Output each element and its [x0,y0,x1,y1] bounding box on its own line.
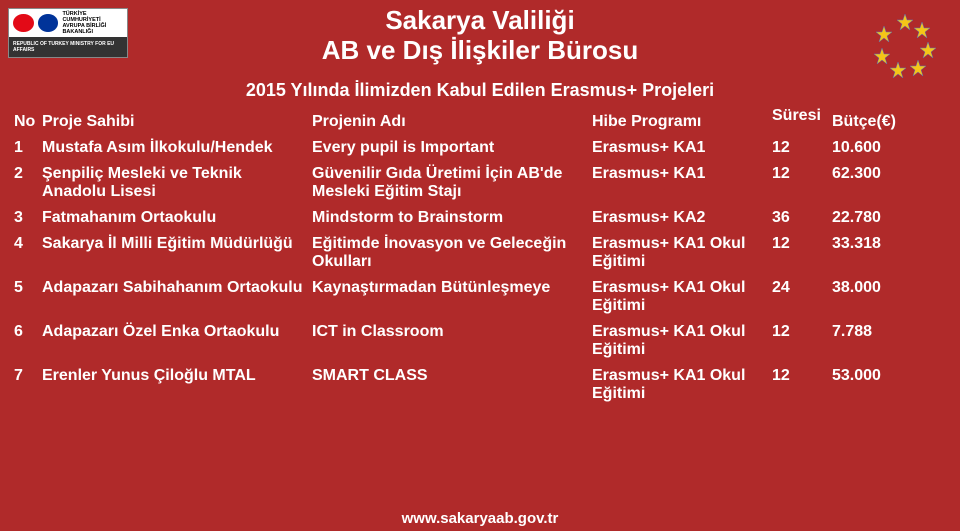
cell-program: Erasmus+ KA1 Okul Eğitimi [592,367,772,403]
stars-logo-right [870,8,940,78]
cell-owner: Adapazarı Sabihahanım Ortaokulu [42,279,312,297]
table-header-row: No Proje Sahibi Projenin Adı Hibe Progra… [14,109,946,135]
table-row: 7Erenler Yunus Çiloğlu MTALSMART CLASSEr… [14,363,946,407]
header-name: Projenin Adı [312,113,592,131]
cell-name: Kaynaştırmadan Bütünleşmeye [312,279,592,297]
cell-owner: Mustafa Asım İlkokulu/Hendek [42,139,312,157]
cell-budget: 33.318 [832,235,922,253]
cell-no: 6 [14,323,42,341]
cell-duration: 24 [772,279,832,297]
ministry-logo-subtitle: REPUBLIC OF TURKEY MINISTRY FOR EU AFFAI… [13,41,123,53]
cell-name: Eğitimde İnovasyon ve Geleceğin Okulları [312,235,592,271]
cell-owner: Erenler Yunus Çiloğlu MTAL [42,367,312,385]
cell-duration: 12 [772,235,832,253]
cell-owner: Adapazarı Özel Enka Ortaokulu [42,323,312,341]
cell-duration: 12 [772,139,832,157]
cell-program: Erasmus+ KA1 Okul Eğitimi [592,235,772,271]
cell-budget: 38.000 [832,279,922,297]
header-no: No [14,113,42,131]
title-line-2: AB ve Dış İlişkiler Bürosu [0,36,960,66]
ministry-logo-left: TÜRKİYE CUMHURİYETİ AVRUPA BİRLİĞİ BAKAN… [8,8,128,58]
cell-duration: 12 [772,165,832,183]
cell-no: 1 [14,139,42,157]
cell-budget: 62.300 [832,165,922,183]
cell-no: 7 [14,367,42,385]
ministry-logo-subtitle-bar: REPUBLIC OF TURKEY MINISTRY FOR EU AFFAI… [9,37,127,57]
cell-program: Erasmus+ KA1 [592,165,772,183]
cell-owner: Şenpiliç Mesleki ve Teknik Anadolu Lises… [42,165,312,201]
cell-program: Erasmus+ KA1 Okul Eğitimi [592,279,772,315]
table-row: 5Adapazarı Sabihahanım OrtaokuluKaynaştı… [14,275,946,319]
cell-program: Erasmus+ KA1 Okul Eğitimi [592,323,772,359]
cell-budget: 10.600 [832,139,922,157]
table-row: 6Adapazarı Özel Enka OrtaokuluICT in Cla… [14,319,946,363]
cell-owner: Sakarya İl Milli Eğitim Müdürlüğü [42,235,312,253]
cell-duration: 12 [772,323,832,341]
cell-name: Güvenilir Gıda Üretimi İçin AB'de Meslek… [312,165,592,201]
cell-owner: Fatmahanım Ortaokulu [42,209,312,227]
cell-name: Every pupil is Important [312,139,592,157]
ministry-logo-title: TÜRKİYE CUMHURİYETİ AVRUPA BİRLİĞİ BAKAN… [62,11,123,35]
cell-name: SMART CLASS [312,367,592,385]
cell-duration: 36 [772,209,832,227]
header-owner: Proje Sahibi [42,113,312,131]
header-duration: Süresi [772,107,832,125]
title-line-1: Sakarya Valiliği [0,6,960,36]
cell-no: 2 [14,165,42,183]
projects-table: No Proje Sahibi Projenin Adı Hibe Progra… [14,109,946,407]
cell-budget: 53.000 [832,367,922,385]
cell-name: ICT in Classroom [312,323,592,341]
footer-url: www.sakaryaab.gov.tr [0,510,960,527]
cell-no: 4 [14,235,42,253]
header-program: Hibe Programı [592,113,772,131]
cell-no: 5 [14,279,42,297]
flag-tr-icon [13,14,34,32]
cell-duration: 12 [772,367,832,385]
table-row: 2Şenpiliç Mesleki ve Teknik Anadolu Lise… [14,161,946,205]
header-budget: Bütçe(€) [832,113,922,131]
cell-budget: 7.788 [832,323,922,341]
page-subtitle: 2015 Yılında İlimizden Kabul Edilen Eras… [0,80,960,101]
cell-program: Erasmus+ KA2 [592,209,772,227]
page-title: Sakarya Valiliği AB ve Dış İlişkiler Bür… [0,0,960,66]
flag-eu-icon [38,14,59,32]
table-row: 3Fatmahanım OrtaokuluMindstorm to Brains… [14,205,946,231]
table-row: 4Sakarya İl Milli Eğitim MüdürlüğüEğitim… [14,231,946,275]
cell-no: 3 [14,209,42,227]
ministry-logo-flags: TÜRKİYE CUMHURİYETİ AVRUPA BİRLİĞİ BAKAN… [9,9,127,37]
cell-name: Mindstorm to Brainstorm [312,209,592,227]
cell-program: Erasmus+ KA1 [592,139,772,157]
cell-budget: 22.780 [832,209,922,227]
table-row: 1Mustafa Asım İlkokulu/HendekEvery pupil… [14,135,946,161]
